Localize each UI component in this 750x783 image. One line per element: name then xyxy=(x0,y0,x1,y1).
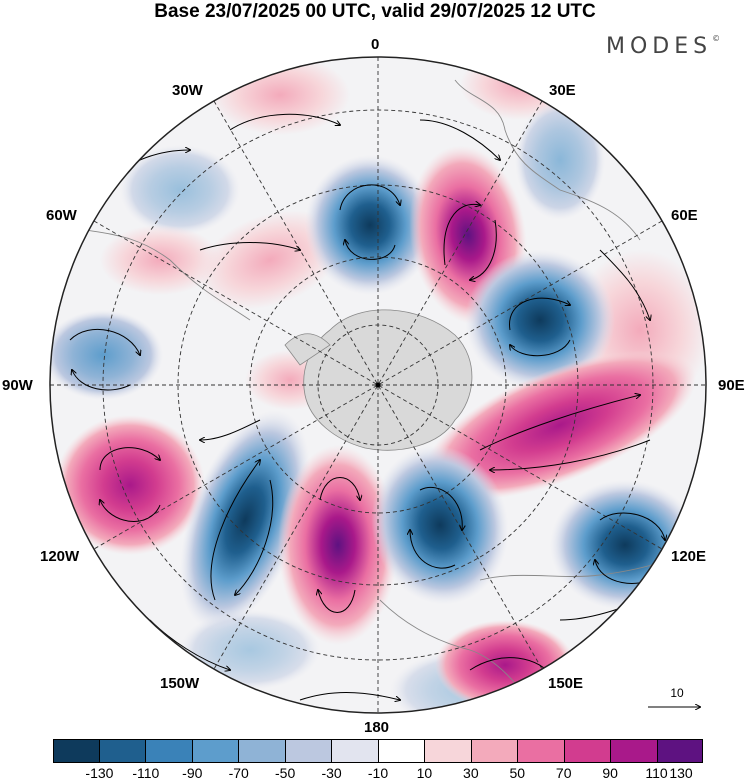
lon-label-60e: 60E xyxy=(671,207,698,224)
lon-label-90w: 90W xyxy=(2,377,33,394)
lon-label-30w: 30W xyxy=(172,82,203,99)
colorbar-tick-label: -110 xyxy=(132,765,160,781)
anomaly-positive xyxy=(423,350,697,500)
lon-label-120w: 120W xyxy=(40,548,80,565)
anomaly-positive xyxy=(55,415,205,555)
graticule xyxy=(50,57,706,713)
anomaly-positive xyxy=(278,445,398,645)
colorbar-tick-label: 10 xyxy=(416,765,433,781)
antarctic-peninsula xyxy=(284,333,331,366)
colorbar-tick-label: 30 xyxy=(463,765,479,781)
colorbar-swatch xyxy=(285,739,332,763)
colorbar-tick-label: 90 xyxy=(602,765,618,781)
anomaly-weak-negative xyxy=(515,100,605,220)
lon-label-150e: 150E xyxy=(548,675,584,692)
colorbar xyxy=(53,739,703,763)
colorbar-swatch xyxy=(657,739,703,763)
colorbar-frame xyxy=(53,739,703,763)
lon-label-90e: 90E xyxy=(718,377,745,394)
lon-label-0: 0 xyxy=(371,36,380,53)
colorbar-tick-label: 130 xyxy=(669,765,693,781)
colorbar-swatch xyxy=(425,739,472,763)
colorbar-swatch xyxy=(518,739,565,763)
reference-vector-label: 10 xyxy=(670,686,684,700)
colorbar-swatch xyxy=(611,739,658,763)
anomaly-weak-positive xyxy=(100,225,220,295)
lon-label-120e: 120E xyxy=(671,548,707,565)
colorbar-swatch xyxy=(146,739,193,763)
colorbar-tick-label: 50 xyxy=(509,765,526,781)
colorbar-swatch xyxy=(564,739,611,763)
colorbar-swatch xyxy=(192,739,239,763)
colorbar-tick-label: 110 xyxy=(645,765,668,781)
anomaly-negative xyxy=(550,480,700,610)
colorbar-tick-label: -70 xyxy=(228,765,249,781)
colorbar-swatch xyxy=(99,739,146,763)
colorbar-tick-label: -90 xyxy=(182,765,203,781)
anomaly-positive xyxy=(435,620,575,710)
lon-label-30e: 30E xyxy=(549,82,576,99)
modes-logo: MODES© xyxy=(606,34,721,59)
colorbar-swatch xyxy=(239,739,286,763)
lon-label-180: 180 xyxy=(364,719,390,736)
colorbar-tick-label: -10 xyxy=(367,765,389,781)
colorbar-tick-label: -30 xyxy=(321,765,342,781)
anomaly-negative xyxy=(305,155,435,295)
colorbar-swatch xyxy=(378,739,425,763)
colorbar-tick-label: -130 xyxy=(85,765,114,781)
colorbar-swatch xyxy=(332,739,379,763)
antarctica-landmass xyxy=(303,309,473,451)
chart-title: Base 23/07/2025 00 UTC, valid 29/07/2025… xyxy=(154,1,596,22)
anomaly-negative xyxy=(50,310,163,400)
colorbar-ticks: -130 -110 -90 -70 -50 -30 -10 10 30 50 70 90 110 130 xyxy=(0,765,750,783)
anomaly-negative xyxy=(371,445,509,605)
map-boundary xyxy=(49,56,707,714)
colorbar-tick-label: 70 xyxy=(555,765,572,781)
colorbar-swatch xyxy=(471,739,518,763)
colorbar-swatch xyxy=(53,739,100,763)
anomaly-negative xyxy=(180,410,310,630)
lon-label-60w: 60W xyxy=(46,207,77,224)
anomaly-weak-positive xyxy=(210,57,350,135)
south-pole-marker xyxy=(375,382,381,388)
lon-label-150w: 150W xyxy=(160,675,200,692)
reference-vector: 10 xyxy=(647,686,707,700)
colorbar-tick-label: -50 xyxy=(275,765,296,781)
